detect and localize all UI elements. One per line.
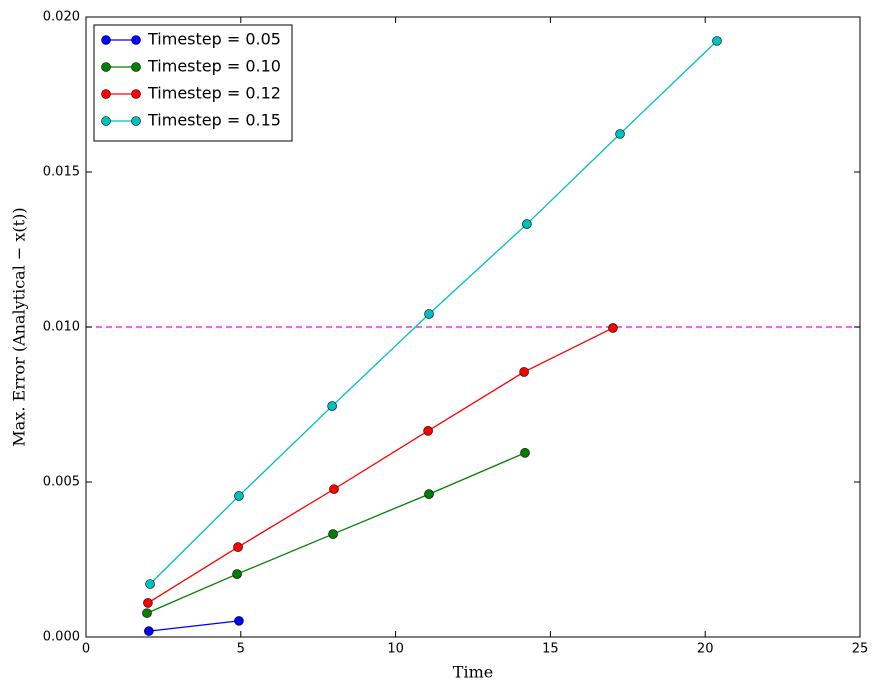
legend-marker [131, 62, 141, 72]
data-point [608, 323, 618, 333]
legend-marker [101, 62, 111, 72]
series-line [148, 620, 240, 632]
plot-frame [85, 16, 861, 638]
legend-marker [131, 35, 141, 45]
data-point [327, 401, 337, 411]
y-tick-label: 0.005 [43, 475, 80, 490]
x-tick-label: 25 [852, 642, 869, 657]
data-point [712, 36, 722, 46]
legend-label: Timestep = 0.12 [147, 84, 281, 103]
data-point [328, 529, 338, 539]
x-tick-label: 20 [697, 642, 714, 657]
legend-label: Timestep = 0.10 [147, 57, 281, 76]
data-point [424, 489, 434, 499]
legend-marker [101, 35, 111, 45]
x-tick-label: 15 [542, 642, 559, 657]
data-point [233, 542, 243, 552]
legend-marker [131, 89, 141, 99]
data-point [144, 626, 154, 636]
x-axis-label: Time [453, 663, 493, 682]
y-tick-label: 0.015 [43, 165, 80, 180]
legend-box [93, 24, 293, 142]
y-axis-label: Max. Error (Analytical − x(t)) [10, 207, 29, 446]
data-point [234, 616, 244, 626]
x-tick-label: 10 [387, 642, 404, 657]
data-point [519, 367, 529, 377]
data-point [142, 608, 152, 618]
data-point [424, 309, 434, 319]
series-line [147, 327, 614, 604]
legend-marker [101, 89, 111, 99]
y-tick-label: 0.000 [43, 630, 80, 645]
data-point [329, 484, 339, 494]
legend-marker [101, 116, 111, 126]
x-tick-label: 5 [237, 642, 245, 657]
x-tick-label: 0 [82, 642, 90, 657]
data-point [232, 569, 242, 579]
y-tick-label: 0.010 [43, 320, 80, 335]
data-point [234, 491, 244, 501]
data-point [423, 426, 433, 436]
data-point [615, 129, 625, 139]
data-point [522, 219, 532, 229]
legend-label: Timestep = 0.15 [147, 111, 281, 130]
data-point [520, 448, 530, 458]
data-point [145, 579, 155, 589]
legend-label: Timestep = 0.05 [147, 30, 281, 49]
y-tick-label: 0.020 [43, 10, 80, 25]
legend-marker [131, 116, 141, 126]
data-point [143, 598, 153, 608]
